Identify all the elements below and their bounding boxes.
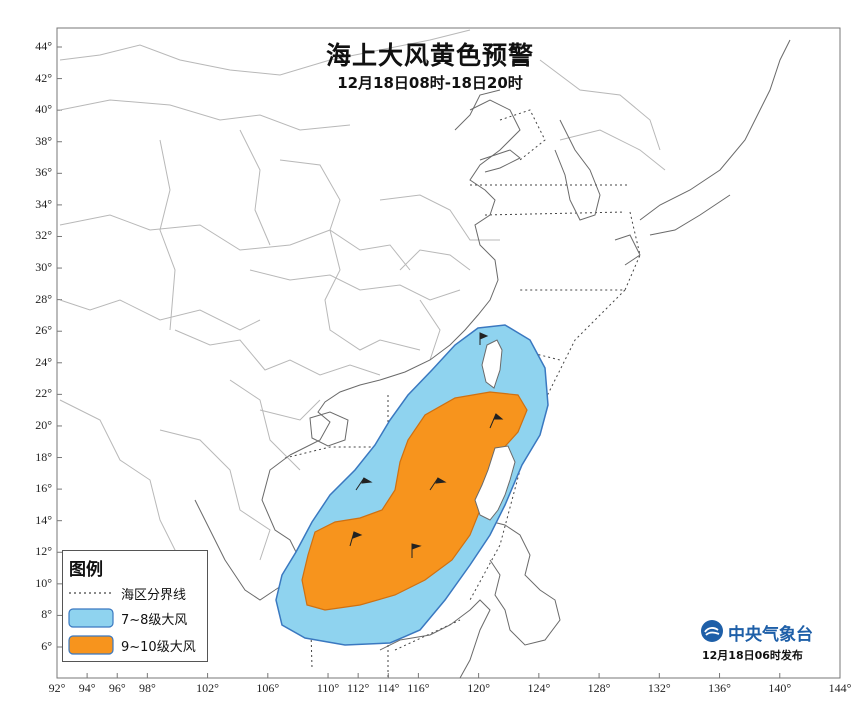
wind-flag <box>349 531 363 547</box>
longitude-tick-label: 144° <box>828 681 852 695</box>
legend-item-level-9-10: 9~10级大风 <box>67 633 205 657</box>
longitude-tick-label: 112° <box>346 681 370 695</box>
legend-label: 海区分界线 <box>121 588 187 603</box>
longitude-tick-label: 94° <box>78 681 96 695</box>
wind-flag <box>479 332 489 345</box>
wind-flag <box>411 543 422 558</box>
latitude-tick-label: 24° <box>35 354 52 369</box>
longitude-tick-label: 132° <box>647 681 671 695</box>
luzon-island <box>474 445 516 521</box>
orange-fill-swatch-icon <box>68 635 114 655</box>
longitude-tick-label: 96° <box>108 681 126 695</box>
latitude-tick-label: 26° <box>35 323 52 338</box>
map-title: 海上大风黄色预警 <box>325 41 534 70</box>
issue-time: 12月18日06时发布 <box>702 649 803 662</box>
latitude-tick-label: 6° <box>41 639 52 653</box>
legend-label: 7~8级大风 <box>121 613 188 628</box>
longitude-tick-label: 98° <box>138 681 156 695</box>
map-subtitle: 12月18日08时-18日20时 <box>337 74 523 92</box>
latitude-tick-label: 34° <box>35 196 52 211</box>
latitude-tick-label: 44° <box>35 39 52 53</box>
latitude-tick-label: 14° <box>35 512 52 527</box>
latitude-tick-label: 28° <box>35 291 52 306</box>
longitude-tick-label: 110° <box>316 681 340 695</box>
longitude-tick-label: 140° <box>768 681 792 695</box>
legend-item-level-7-8: 7~8级大风 <box>67 606 205 630</box>
longitude-tick-label: 124° <box>527 681 551 695</box>
latitude-tick-label: 38° <box>35 133 52 148</box>
legend-label: 9~10级大风 <box>121 640 196 655</box>
latitude-tick-label: 32° <box>35 228 52 243</box>
latitude-tick-label: 30° <box>35 260 52 275</box>
longitude-tick-label: 116° <box>407 681 430 695</box>
legend-item-sea-boundary: 海区分界线 <box>67 581 205 605</box>
latitude-tick-label: 18° <box>35 449 52 464</box>
map-frame <box>56 27 841 679</box>
wind-flag <box>429 477 447 491</box>
land-borders <box>59 29 666 571</box>
longitude-tick-label: 106° <box>256 681 280 695</box>
coastlines <box>194 39 791 679</box>
agency-name: 中央气象台 <box>728 625 813 645</box>
longitude-tick-label: 120° <box>467 681 491 695</box>
frame-ticks <box>56 46 841 678</box>
wind-flag <box>355 477 373 491</box>
legend: 图例 海区分界线 7~8级大风 9~10级大风 <box>62 550 208 662</box>
latitude-tick-label: 42° <box>35 70 52 85</box>
latitude-tick-label: 16° <box>35 481 52 496</box>
dotted-line-icon <box>69 592 113 594</box>
wind-flag <box>489 413 504 429</box>
wind-flags <box>349 332 504 558</box>
latitude-tick-label: 36° <box>35 165 52 180</box>
latitude-tick-label: 10° <box>35 575 52 590</box>
longitude-tick-label: 102° <box>196 681 219 695</box>
cma-logo-icon <box>701 620 723 642</box>
latitude-tick-label: 22° <box>35 386 52 401</box>
latitude-tick-label: 20° <box>35 417 52 432</box>
legend-title: 图例 <box>69 560 103 580</box>
blue-fill-swatch-icon <box>68 608 114 628</box>
latitude-tick-label: 12° <box>35 544 52 559</box>
wind-zone-level-9-10 <box>301 391 528 611</box>
longitude-tick-label: 114° <box>377 681 400 695</box>
longitude-tick-label: 92° <box>48 681 66 695</box>
agency-brand: 中央气象台 <box>700 617 850 645</box>
longitude-tick-label: 136° <box>708 681 731 695</box>
longitude-tick-label: 128° <box>587 681 611 695</box>
latitude-tick-label: 40° <box>35 102 52 117</box>
latitude-tick-label: 8° <box>41 607 52 622</box>
taiwan-island <box>481 339 503 389</box>
